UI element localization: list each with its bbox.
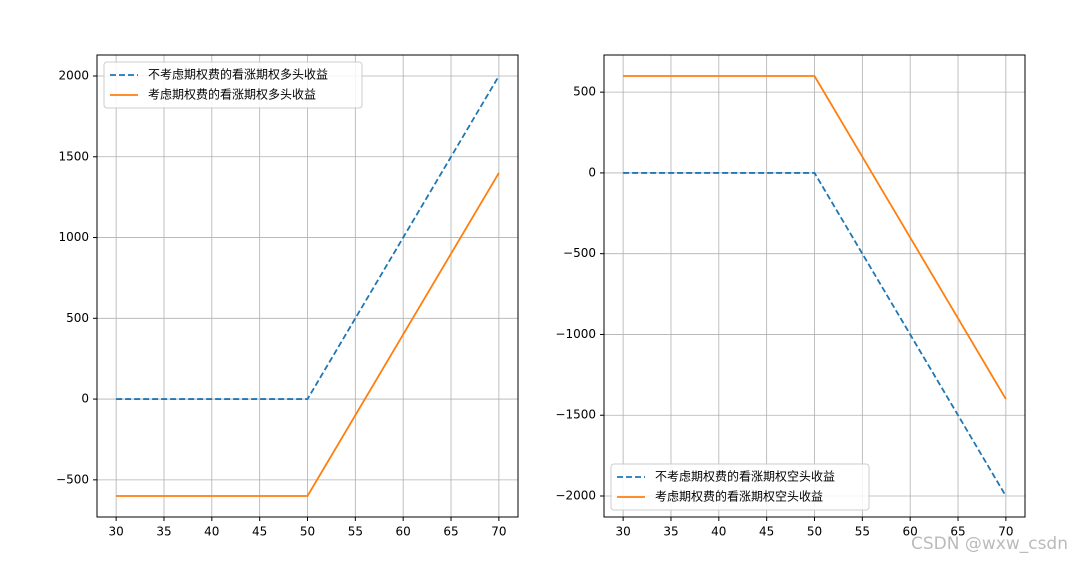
x-tick-label: 70 bbox=[998, 525, 1013, 539]
legend-label: 考虑期权费的看涨期权空头收益 bbox=[655, 489, 823, 504]
x-tick-label: 50 bbox=[807, 525, 822, 539]
legend-label: 考虑期权费的看涨期权多头收益 bbox=[148, 87, 316, 102]
y-tick-label: 500 bbox=[66, 311, 89, 325]
legend-box bbox=[610, 463, 870, 511]
y-tick-label: −2000 bbox=[555, 489, 596, 503]
x-tick-label: 55 bbox=[348, 525, 363, 539]
y-tick-label: −500 bbox=[56, 472, 89, 486]
y-tick-label: −500 bbox=[563, 246, 596, 260]
y-tick-label: −1500 bbox=[555, 408, 596, 422]
x-tick-label: 50 bbox=[300, 525, 315, 539]
x-tick-label: 65 bbox=[443, 525, 458, 539]
x-tick-label: 45 bbox=[759, 525, 774, 539]
x-tick-label: 70 bbox=[491, 525, 506, 539]
x-tick-label: 30 bbox=[108, 525, 123, 539]
x-tick-label: 60 bbox=[903, 525, 918, 539]
x-tick-label: 45 bbox=[252, 525, 267, 539]
y-tick-label: 0 bbox=[588, 165, 596, 179]
y-tick-label: 2000 bbox=[58, 69, 89, 83]
x-tick-label: 35 bbox=[156, 525, 171, 539]
y-tick-label: 500 bbox=[573, 85, 596, 99]
plot-frame bbox=[96, 54, 519, 518]
line-series bbox=[116, 172, 500, 497]
y-tick-label: −1000 bbox=[555, 327, 596, 341]
legend-box bbox=[103, 61, 363, 109]
x-tick-label: 65 bbox=[950, 525, 965, 539]
y-tick-label: 1500 bbox=[58, 149, 89, 163]
line-series bbox=[116, 75, 500, 400]
legend-label: 不考虑期权费的看涨期权多头收益 bbox=[148, 67, 328, 82]
x-tick-label: 35 bbox=[663, 525, 678, 539]
x-tick-label: 30 bbox=[615, 525, 630, 539]
legend-label: 不考虑期权费的看涨期权空头收益 bbox=[655, 469, 835, 484]
line-series bbox=[623, 172, 1007, 497]
y-tick-label: 0 bbox=[81, 392, 89, 406]
x-tick-label: 55 bbox=[855, 525, 870, 539]
watermark: CSDN @wxw_csdn bbox=[911, 534, 1068, 554]
x-tick-label: 40 bbox=[204, 525, 219, 539]
plot-frame bbox=[603, 54, 1026, 518]
x-tick-label: 60 bbox=[396, 525, 411, 539]
x-tick-label: 40 bbox=[711, 525, 726, 539]
y-tick-label: 1000 bbox=[58, 230, 89, 244]
line-series bbox=[623, 75, 1007, 400]
